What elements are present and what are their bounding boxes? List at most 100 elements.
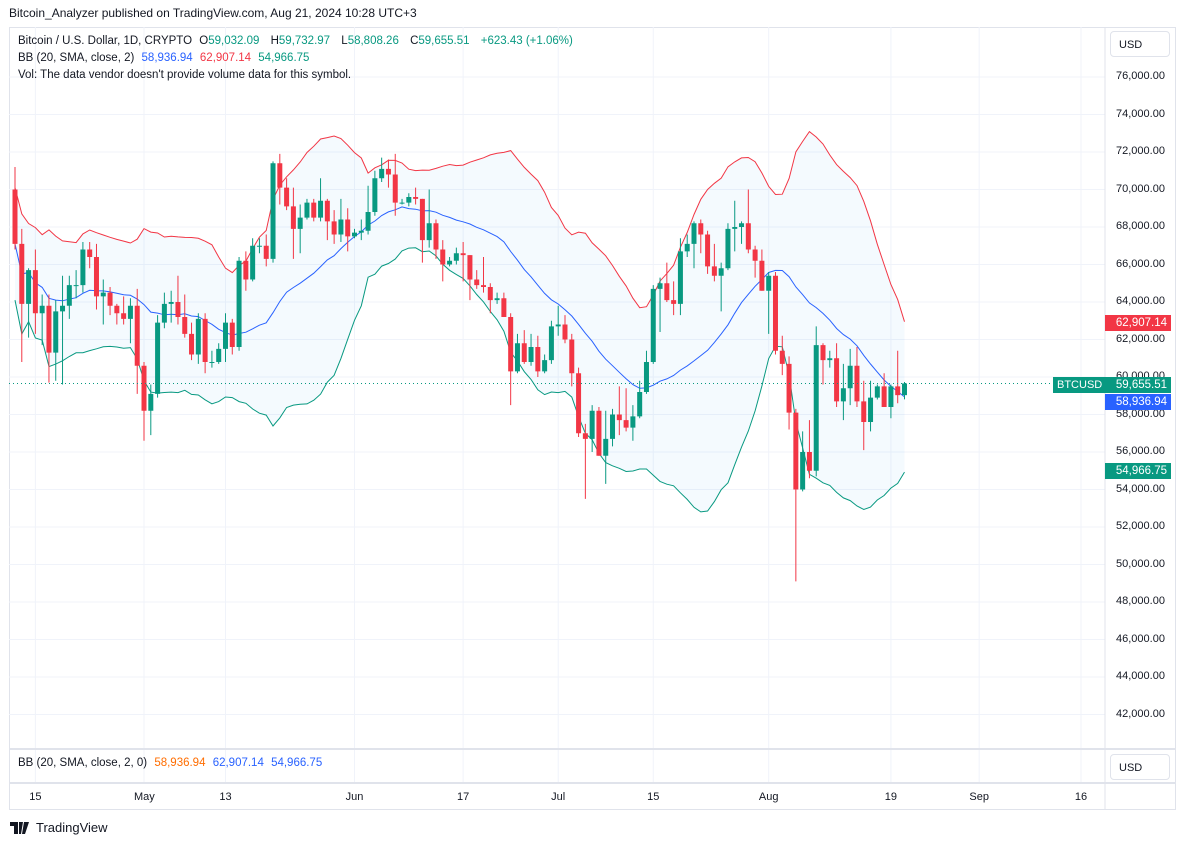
- candle-body: [501, 298, 507, 317]
- candle: [793, 408, 799, 582]
- candle-body: [711, 266, 717, 276]
- price-tick-label: 48,000.00: [1116, 595, 1165, 607]
- price-tick-label: 52,000.00: [1116, 520, 1165, 532]
- candle: [352, 228, 357, 239]
- low-value: 58,808.26: [347, 35, 399, 47]
- lower-pane-currency-button[interactable]: USD: [1110, 754, 1170, 780]
- candle: [46, 294, 52, 383]
- candle: [345, 208, 351, 252]
- time-tick-label: 13: [219, 791, 232, 803]
- candle-body: [650, 288, 656, 362]
- candle: [39, 294, 45, 346]
- candle: [827, 350, 833, 368]
- candle: [813, 326, 819, 477]
- candle: [114, 303, 120, 325]
- candle-body: [80, 249, 86, 286]
- candle-body: [820, 345, 826, 361]
- candle-body: [413, 197, 419, 199]
- candle: [834, 343, 840, 407]
- grid: [9, 27, 1105, 783]
- candle: [650, 285, 656, 364]
- tradingview-logo[interactable]: TradingView: [10, 820, 108, 835]
- candle: [861, 380, 867, 451]
- candle-body: [161, 303, 167, 323]
- candle: [732, 200, 738, 252]
- candle: [134, 288, 140, 394]
- candle: [182, 294, 188, 338]
- candle: [637, 380, 643, 419]
- bb-upper-line: [14, 130, 905, 322]
- candle: [569, 333, 575, 387]
- candle: [263, 234, 269, 267]
- candle: [542, 354, 548, 374]
- bb-lower-value: 54,966.75: [258, 52, 310, 64]
- price-tick-label: 70,000.00: [1116, 182, 1165, 195]
- candle-body: [474, 279, 480, 286]
- candle-body: [772, 275, 778, 351]
- candle: [161, 292, 167, 329]
- candle: [820, 343, 826, 385]
- candle: [60, 275, 66, 385]
- candle: [331, 210, 337, 244]
- candle-body: [813, 345, 819, 471]
- price-tick-label: 72,000.00: [1116, 145, 1165, 157]
- symbol-legend: Bitcoin / U.S. Dollar, 1D, CRYPTO O59,03…: [18, 35, 573, 47]
- candle-body: [39, 305, 45, 314]
- candle-body: [847, 365, 853, 389]
- candle-body: [576, 373, 582, 434]
- time-tick-label: Sep: [969, 791, 989, 803]
- candle-body: [195, 318, 201, 355]
- candle-body: [610, 414, 616, 439]
- candle-body: [399, 202, 405, 204]
- candle: [745, 189, 751, 254]
- tradingview-logo-icon: [10, 821, 29, 834]
- candle-body: [297, 217, 303, 229]
- candle: [874, 384, 880, 400]
- price-tick-label: 74,000.00: [1116, 107, 1165, 120]
- candle: [895, 350, 901, 404]
- last-price-badge: 59,655.51: [1105, 377, 1171, 393]
- candle-body: [481, 285, 487, 287]
- candle-body: [331, 221, 337, 235]
- currency-button[interactable]: USD: [1110, 31, 1170, 57]
- candle-body: [861, 401, 867, 422]
- candle: [311, 198, 317, 222]
- candle-body: [528, 347, 534, 362]
- candle: [413, 187, 419, 205]
- candle: [365, 185, 371, 235]
- lower-pane-bb-legend[interactable]: BB (20, SMA, close, 2, 0) 58,936.94 62,9…: [18, 757, 323, 769]
- candle: [596, 407, 602, 456]
- price-tick-label: 46,000.00: [1116, 632, 1165, 645]
- candle-body: [643, 362, 649, 392]
- candle-body: [467, 255, 473, 280]
- candle: [881, 373, 887, 407]
- candle-body: [345, 219, 351, 237]
- candle-body: [324, 200, 330, 222]
- high-value: 59,732.97: [278, 35, 331, 47]
- close-value: 59,655.51: [418, 35, 470, 47]
- candle-body: [406, 197, 412, 203]
- candle: [494, 292, 500, 304]
- candle: [406, 193, 412, 207]
- candle-body: [141, 365, 147, 411]
- open-value: 59,032.09: [208, 35, 260, 47]
- candle-body: [290, 206, 296, 229]
- time-tick-label: Jul: [551, 791, 566, 803]
- candle: [80, 242, 86, 293]
- candle: [284, 178, 290, 211]
- candle: [87, 242, 93, 269]
- candle-body: [725, 228, 731, 269]
- candle-body: [766, 275, 772, 291]
- candle: [447, 257, 453, 267]
- candle-body: [311, 202, 317, 218]
- candle: [786, 356, 792, 430]
- bb-legend[interactable]: BB (20, SMA, close, 2) 58,936.94 62,907.…: [18, 52, 310, 64]
- candle-body: [433, 223, 439, 250]
- candle: [338, 198, 344, 242]
- candle: [616, 386, 622, 436]
- candle-body: [358, 230, 364, 233]
- candle-body: [419, 198, 425, 241]
- candle: [26, 268, 32, 338]
- candle: [779, 335, 785, 376]
